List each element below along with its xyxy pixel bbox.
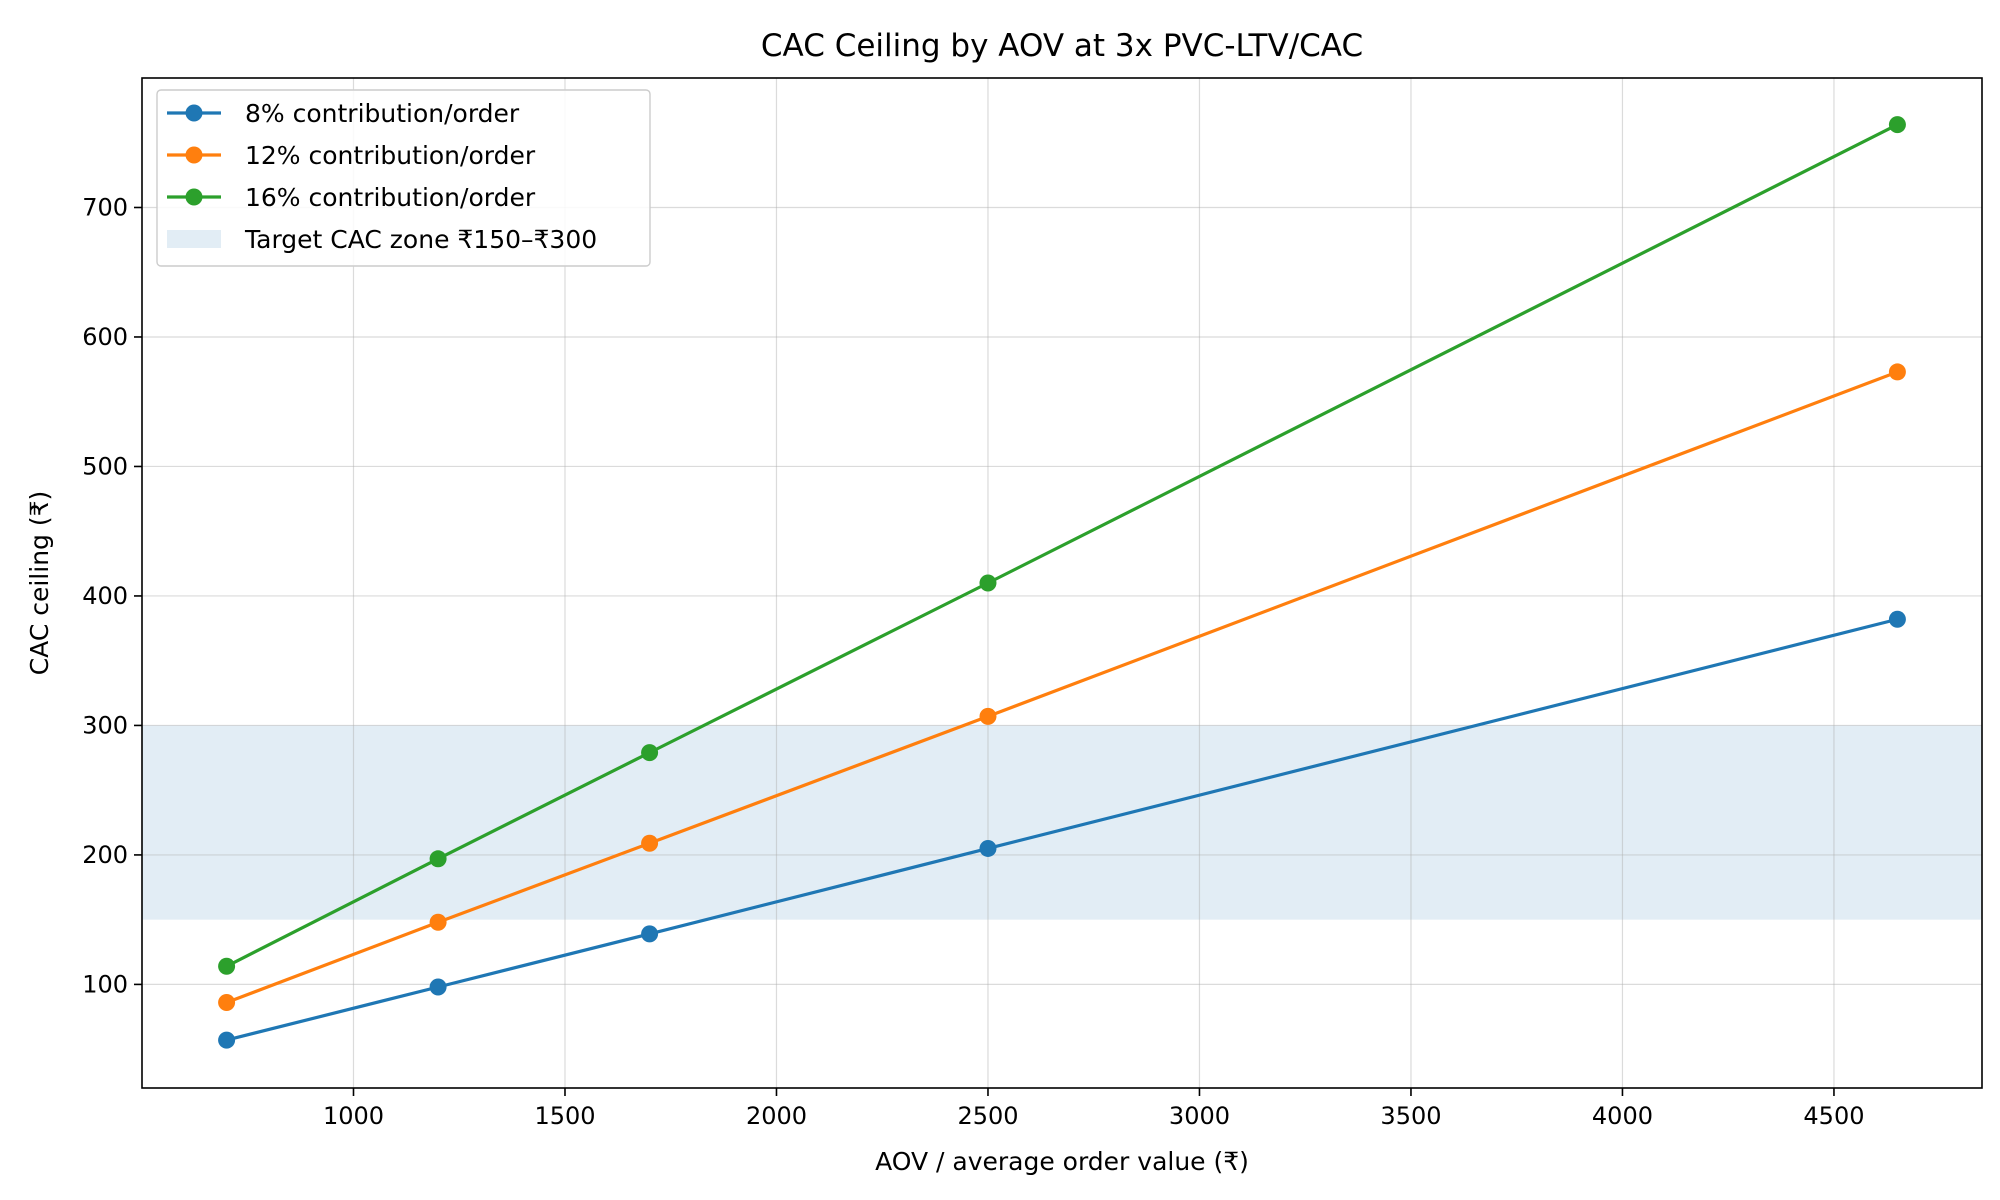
series-1-point bbox=[641, 925, 659, 943]
y-tick-label: 700 bbox=[82, 193, 128, 221]
chart-title: CAC Ceiling by AOV at 3x PVC-LTV/CAC bbox=[761, 28, 1363, 64]
series-3-point bbox=[218, 957, 236, 975]
y-tick-label: 100 bbox=[82, 970, 128, 998]
legend-label: 16% contribution/order bbox=[245, 183, 536, 212]
y-axis-title: CAC ceiling (₹) bbox=[25, 491, 54, 676]
series-3-point bbox=[1888, 116, 1906, 134]
legend-marker bbox=[185, 104, 203, 122]
legend-marker bbox=[185, 146, 203, 164]
series-3-point bbox=[641, 744, 659, 762]
series-1-point bbox=[1888, 610, 1906, 628]
series-1-point bbox=[429, 978, 447, 996]
y-tick-label: 500 bbox=[82, 452, 128, 480]
y-tick-label: 400 bbox=[82, 582, 128, 610]
x-tick-label: 2500 bbox=[957, 1102, 1018, 1130]
legend: 8% contribution/order 12% contribution/or… bbox=[156, 89, 651, 267]
series-2-point bbox=[429, 913, 447, 931]
x-axis-title: AOV / average order value (₹) bbox=[875, 1147, 1249, 1176]
plot-frame bbox=[141, 77, 1983, 1089]
legend-label: Target CAC zone ₹150–₹300 bbox=[244, 225, 597, 254]
x-tick-label: 2000 bbox=[746, 1102, 807, 1130]
series-2-point bbox=[979, 707, 997, 725]
series-2-point bbox=[641, 834, 659, 852]
band-layer bbox=[142, 725, 1982, 920]
y-tick-label: 600 bbox=[82, 323, 128, 351]
y-tick-label: 300 bbox=[82, 711, 128, 739]
x-tick-label: 4000 bbox=[1592, 1102, 1653, 1130]
x-tick-label: 3500 bbox=[1380, 1102, 1441, 1130]
x-tick-label: 1500 bbox=[534, 1102, 595, 1130]
legend-box bbox=[156, 89, 651, 267]
legend-band-swatch bbox=[167, 230, 221, 248]
series-2-point bbox=[1888, 363, 1906, 381]
y-tick-label: 200 bbox=[82, 841, 128, 869]
ticks-layer: 1000 1500 2000 2500 3000 3500 4000 4500 100 200 30… bbox=[82, 193, 1864, 1130]
x-tick-label: 3000 bbox=[1169, 1102, 1230, 1130]
series-3-point bbox=[429, 850, 447, 868]
series-1-point bbox=[979, 839, 997, 857]
legend-marker bbox=[185, 188, 203, 206]
series-2-point bbox=[218, 994, 236, 1012]
series-3-point bbox=[979, 574, 997, 592]
target-cac-band bbox=[142, 725, 1982, 920]
x-tick-label: 4500 bbox=[1803, 1102, 1864, 1130]
legend-label: 12% contribution/order bbox=[245, 141, 536, 170]
series-1-point bbox=[218, 1031, 236, 1049]
series-layer bbox=[218, 116, 1906, 1049]
x-tick-label: 1000 bbox=[323, 1102, 384, 1130]
legend-label: 8% contribution/order bbox=[245, 99, 520, 128]
